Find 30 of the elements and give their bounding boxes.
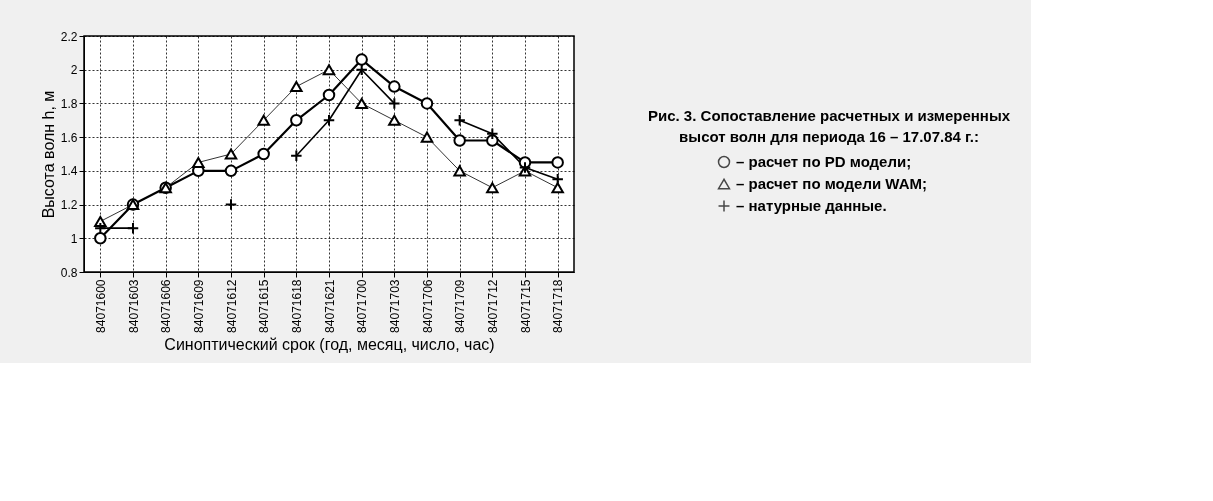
- x-tick-label: 84071706: [420, 279, 435, 333]
- x-tick-label: 84071703: [387, 279, 402, 333]
- x-tick-label: 84071700: [355, 279, 370, 333]
- legend-label: – расчет по PD модели;: [736, 153, 912, 170]
- x-tick-label: 84071600: [93, 279, 108, 333]
- y-tick-label: 2: [70, 63, 78, 78]
- y-tick-label: 1: [70, 231, 78, 246]
- text: высот волн для периода 16 – 17.07.84 г.:: [679, 128, 979, 145]
- x-axis-title: Синоптический срок (год, месяц, число, час): [164, 335, 495, 353]
- legend-label: – расчет по модели WAM;: [736, 175, 928, 192]
- text: Рис. 3. Сопоставление расчетных и измеренных: [647, 107, 1011, 124]
- y-tick-label: 2.2: [60, 29, 78, 44]
- y-tick-label: 1.8: [60, 96, 78, 111]
- x-tick-label: 84071609: [191, 279, 206, 333]
- legend-label: – натурные данные.: [736, 197, 887, 214]
- y-tick-label: 0.8: [60, 265, 78, 280]
- x-tick-label: 84071709: [453, 279, 468, 333]
- y-axis-title: Высота волн h, м: [39, 90, 57, 219]
- x-tick-label: 84071718: [551, 279, 566, 333]
- y-tick-label: 1.2: [60, 198, 78, 213]
- x-tick-label: 84071606: [159, 279, 174, 333]
- x-tick-label: 84071603: [126, 279, 141, 333]
- x-tick-label: 84071615: [257, 279, 272, 333]
- x-tick-label: 84071618: [289, 279, 304, 333]
- x-tick-label: 84071621: [322, 279, 337, 333]
- x-tick-label: 84071712: [485, 279, 500, 333]
- x-tick-label: 84071715: [518, 279, 533, 333]
- y-tick-label: 1.4: [60, 164, 78, 179]
- y-tick-label: 1.6: [60, 130, 78, 145]
- x-tick-label: 84071612: [224, 279, 239, 333]
